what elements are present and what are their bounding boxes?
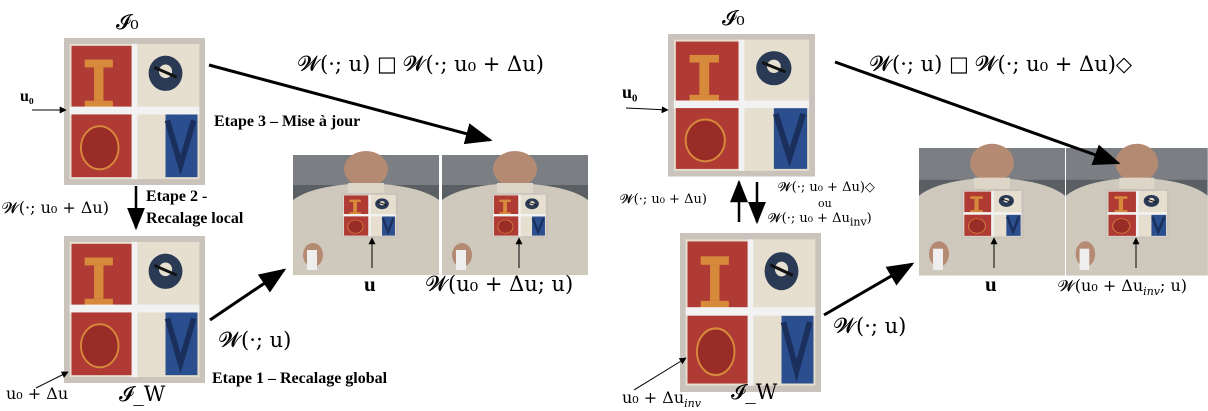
right-u0-label: u₀ [622,82,638,102]
step2-warp: 𝓦(·; u₀ + Δu) [2,198,109,217]
left-photo-result: 𝓦(u₀ + Δu; u) [426,272,574,296]
right-photo-2-flag [1103,187,1171,240]
right-bottom-label: 𝓘_W [731,380,778,404]
step3-title: Etape 3 – Mise à jour [214,113,361,130]
right-photo-u: u [985,272,997,296]
right-up-warp: 𝓦(·; u₀ + Δu) [620,192,707,207]
right-photo-result: 𝓦(u₀ + Δuinv; u) [1058,276,1188,299]
right-down-ou: ou [818,197,832,210]
arrow-step1 [209,268,287,322]
arrow-r-u0 [625,106,669,114]
left-warped-image [64,236,205,383]
left-photo-2 [442,151,588,275]
left-bottom-label: 𝓘_W [119,382,166,406]
right-photo-2 [1066,143,1208,276]
step2-subtitle: Recalage local [146,210,244,227]
right-down-warp-1: 𝓦(·; u₀ + Δu)◇ [778,180,875,195]
right-photo-1-flag [959,187,1026,240]
right-compose-label: 𝓦(·; u) □ 𝓦(·; u₀ + Δu)◇ [870,52,1133,76]
arrow-r-u0du [633,357,687,391]
left-photo-1 [293,151,439,275]
step2-title: Etape 2 - [146,188,208,205]
right-u0-delta-label: u₀ + Δuinv [622,388,701,411]
left-photo-1-flag [339,191,400,240]
right-warped-image [680,233,821,392]
left-u0-delta-label: u₀ + Δu [6,384,69,403]
right-top-label: 𝓘₀ [722,6,745,30]
left-u0-label: u₀ [20,88,34,105]
step1-title: Etape 1 – Recalage global [212,370,388,387]
right-photo-1 [919,143,1065,276]
left-template-image [64,38,205,185]
arrow-r-global [823,262,915,317]
right-template-image [668,34,815,177]
left-photo-u: u [364,272,376,296]
left-compose-label: 𝓦(·; u) □ 𝓦(·; u₀ + Δu) [298,52,544,76]
left-top-label: 𝓘₀ [116,10,139,34]
arrow-r-update [834,60,1121,166]
right-down-warp-2: 𝓦(·; u₀ + Δuinv) [768,211,872,229]
right-global-warp: 𝓦(·; u) [834,314,907,338]
left-photo-2-flag [489,191,550,240]
left-global-warp: 𝓦(·; u) [219,328,292,352]
